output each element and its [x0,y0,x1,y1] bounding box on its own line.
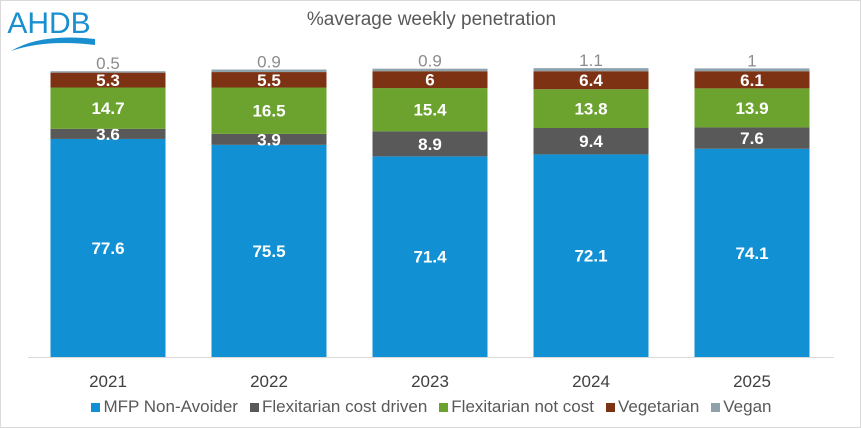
legend-item: Vegan [711,397,772,417]
data-label: 6.1 [740,71,764,90]
bar-segment [533,89,649,128]
logo-wave [11,37,95,51]
legend: MFP Non-Avoider Flexitarian cost driven Fl… [1,397,861,417]
x-tick-label: 2022 [250,372,288,391]
data-label: 6.4 [579,71,603,90]
data-label: 3.9 [257,130,281,149]
data-label: 6 [425,71,434,90]
data-label: 5.3 [96,71,120,90]
data-label: 8.9 [418,135,442,154]
data-label: 0.9 [418,52,442,71]
bar-segment [372,88,488,132]
x-tick-label: 2025 [733,372,771,391]
bar-segment [372,71,488,89]
legend-label: Flexitarian cost driven [261,397,428,416]
chart-title: %average weekly penetration [306,9,557,30]
bar-segment [533,68,649,72]
bar-segment [694,148,810,357]
bar-segment [694,127,810,149]
data-label: 9.4 [579,132,603,151]
bar-segment [533,71,649,90]
data-label: 3.6 [96,125,120,144]
bar-segment [50,87,166,129]
legend-swatch [605,402,615,412]
data-label: 72.1 [574,247,607,266]
bar-segment [694,68,810,72]
bar-segment [211,87,327,134]
legend-item: Vegetarian [605,397,700,417]
legend-item: Flexitarian cost driven [249,397,428,417]
data-label: 1.1 [579,51,603,70]
legend-item: Flexitarian not cost [439,397,594,417]
data-label: 15.4 [413,101,447,120]
legend-swatch [91,402,101,412]
bar-segment [211,133,327,145]
data-label: 0.9 [257,53,281,72]
x-tick-label: 2024 [572,372,610,391]
ahdb-logo: AHDB [7,7,95,51]
legend-swatch [439,402,449,412]
bar-segment [372,68,488,72]
logo-text: AHDB [7,7,90,40]
data-label: 5.5 [257,71,281,90]
bar-segment [372,156,488,357]
legend-swatch [249,402,259,412]
bar-segment [533,154,649,357]
bar-segment [694,88,810,128]
bar-segment [211,72,327,88]
legend-label: Vegan [723,397,772,416]
data-label: 14.7 [91,99,124,118]
data-label: 0.5 [96,54,120,73]
bar-segment [533,127,649,155]
data-label: 74.1 [735,244,768,263]
bar-segment [211,144,327,357]
legend-label: MFP Non-Avoider [103,397,238,416]
bar-segment [211,69,327,73]
x-tick-label: 2021 [89,372,127,391]
bar-segment [50,138,166,357]
bar-segment [372,131,488,157]
data-label: 13.9 [735,99,768,118]
bar-segment [50,72,166,88]
legend-swatch [711,402,721,412]
data-label: 1 [747,51,756,70]
data-label: 16.5 [252,102,285,121]
data-label: 13.8 [574,100,607,119]
data-label: 71.4 [413,248,447,267]
legend-label: Flexitarian not cost [451,397,594,416]
x-tick-label: 2023 [411,372,449,391]
legend-label: Vegetarian [617,397,700,416]
legend-item: MFP Non-Avoider [91,397,238,417]
bar-segment [694,71,810,89]
data-label: 7.6 [740,129,764,148]
data-label: 75.5 [252,242,285,261]
data-label: 77.6 [91,239,124,258]
bar-segment [50,71,166,73]
bar-segment [50,128,166,139]
